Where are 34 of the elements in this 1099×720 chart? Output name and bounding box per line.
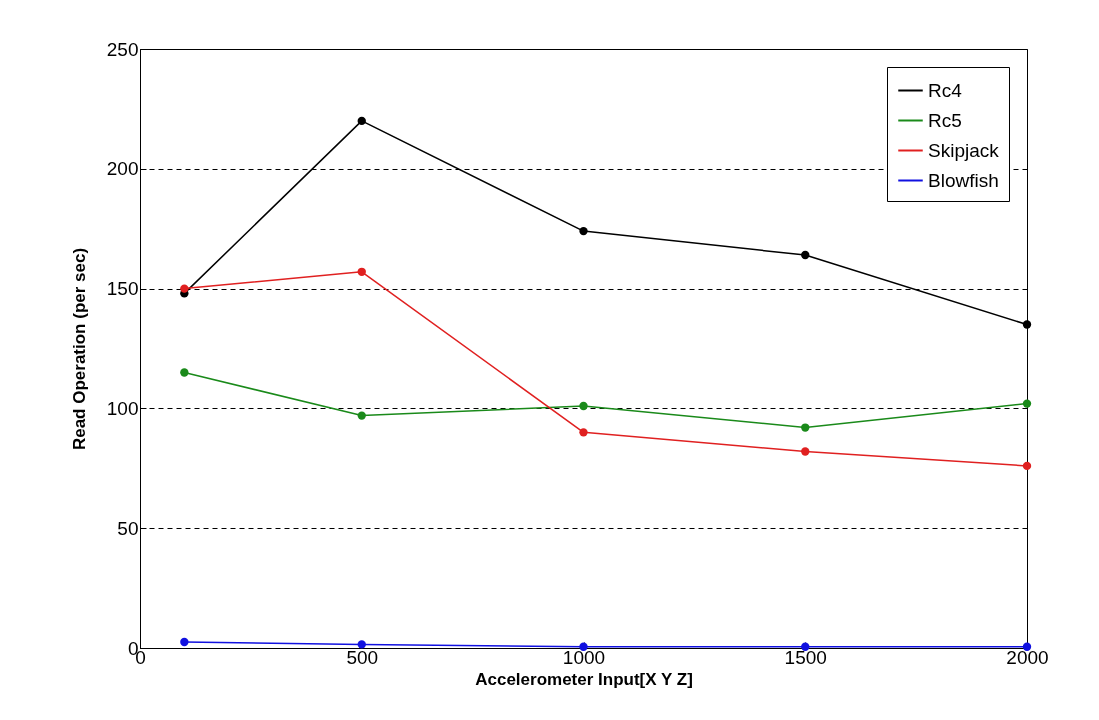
y-tick-label: 200 xyxy=(106,158,139,180)
legend-label: Rc5 xyxy=(928,109,962,131)
x-tick-label: 1500 xyxy=(784,646,827,668)
x-tick-label: 2000 xyxy=(1006,646,1049,668)
x-axis-title: Accelerometer Input[X Y Z] xyxy=(475,669,693,689)
point xyxy=(357,116,366,126)
point xyxy=(357,640,366,649)
point xyxy=(1022,642,1032,651)
point xyxy=(180,284,189,293)
point xyxy=(579,642,588,651)
point xyxy=(801,642,810,651)
point xyxy=(579,226,588,236)
point xyxy=(579,401,588,411)
point xyxy=(357,267,366,276)
y-tick-label: 150 xyxy=(106,278,139,300)
point xyxy=(1022,320,1032,329)
legend-label: Rc4 xyxy=(928,79,963,101)
point xyxy=(801,423,810,432)
point xyxy=(1022,399,1032,408)
point xyxy=(180,637,189,647)
legend-label: Skipjack xyxy=(928,139,1000,161)
y-axis-title: Read Operation (per sec) xyxy=(69,247,89,451)
legend-label: Blowfish xyxy=(928,169,999,191)
point xyxy=(579,428,588,437)
point xyxy=(180,368,189,377)
y-tick-label: 50 xyxy=(117,517,139,539)
y-tick-label: 100 xyxy=(106,397,139,419)
point xyxy=(357,411,366,420)
point xyxy=(801,447,810,456)
point xyxy=(1022,461,1032,471)
y-tick-label: 250 xyxy=(106,38,139,60)
x-tick-label: 500 xyxy=(346,646,379,668)
x-tick-label: 1000 xyxy=(562,646,606,668)
point xyxy=(801,250,810,260)
